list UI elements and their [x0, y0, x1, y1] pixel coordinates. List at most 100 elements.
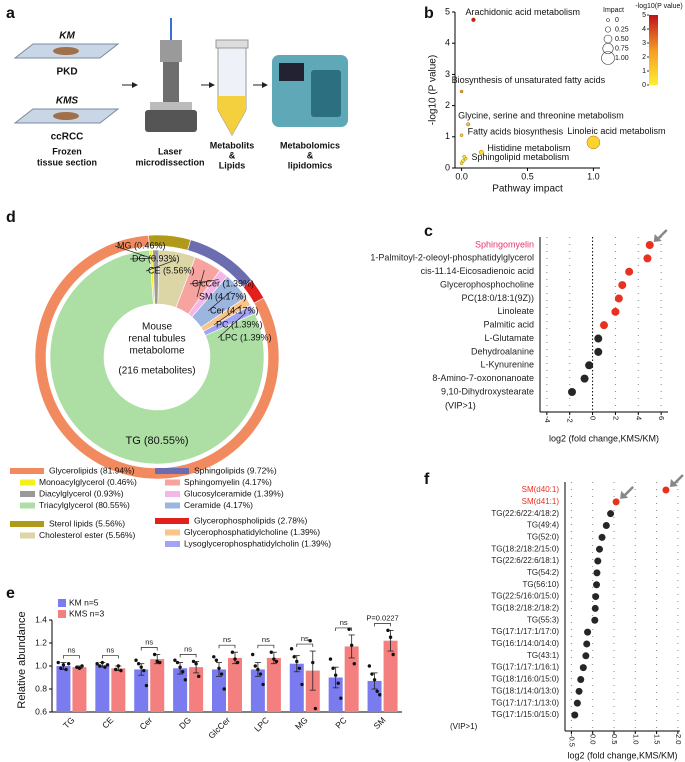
y-axis-label: -log10 (P value) [428, 55, 439, 125]
y-tick-label: 0 [445, 162, 450, 172]
arrow [623, 485, 634, 497]
legend-swatch [20, 532, 35, 539]
category-label: Glycerophosphocholine [440, 279, 534, 289]
dot [643, 254, 652, 263]
size-legend-mark [603, 34, 613, 44]
data-point [98, 664, 102, 668]
outer-slice [34, 234, 280, 480]
bar [212, 669, 226, 712]
legend-swatch [58, 599, 66, 607]
legend-label: Sphingomyelin (4.17%) [184, 477, 272, 487]
data-point [144, 683, 149, 688]
bar [305, 670, 320, 712]
data-point [272, 657, 276, 661]
category-label: SM(d40:1) [522, 485, 560, 494]
color-bar [649, 15, 658, 85]
dot [611, 307, 620, 316]
category-label: Linoleate [497, 306, 534, 316]
bar [72, 667, 87, 712]
dot [645, 241, 654, 249]
data-point [80, 664, 84, 668]
significance-bracket [179, 654, 197, 658]
size-legend-mark [604, 26, 612, 33]
step-label: microdissection [135, 157, 204, 167]
category-label: 8-Amino-7-oxononanoate [432, 373, 534, 383]
center-text: Mouse [142, 322, 172, 333]
data-point [116, 664, 121, 668]
legend-swatch [165, 541, 180, 547]
x-tick-label: 0.0 [455, 171, 468, 181]
step-label: Lipids [219, 160, 246, 170]
data-point [95, 662, 99, 666]
size-legend-mark [601, 51, 615, 65]
slice-label: TG (80.55%) [126, 435, 189, 447]
data-point [230, 650, 235, 654]
significance-label: P=0.0227 [366, 613, 398, 622]
data-point [139, 665, 143, 669]
bubble [462, 154, 467, 159]
category-label: TG(17:1/15:0/15:0) [491, 710, 559, 719]
dot [594, 557, 602, 565]
bar [228, 657, 242, 712]
y-tick-label: 5 [445, 6, 450, 16]
category-label: TG(22:6/22:4/18:2) [491, 509, 559, 518]
slice-label: DG (0.93%) [132, 253, 180, 263]
category-label: TG(18:1/14:0/13:0) [491, 686, 559, 695]
data-point [158, 660, 162, 665]
panel-label: d [6, 209, 16, 226]
data-point [378, 693, 382, 697]
y-tick-label: 1 [445, 131, 450, 141]
bar [289, 663, 304, 712]
x-tick-label: Cer [137, 715, 154, 732]
data-point [75, 665, 79, 669]
legend-label: KM n=5 [69, 597, 99, 607]
y-tick-label: 2 [445, 100, 450, 110]
microscope [160, 40, 182, 62]
panel-label: a [6, 5, 15, 22]
size-legend-label: 1.00 [615, 55, 629, 62]
donut-hole [104, 304, 210, 410]
slide-name: KM [59, 31, 75, 42]
data-point [300, 682, 304, 687]
category-label: L-Kynurenine [480, 360, 534, 370]
x-axis-label: Pathway impact [492, 184, 563, 195]
x-tick-label: 2 [611, 416, 620, 420]
step-label: tissue section [37, 157, 97, 167]
arrow [656, 229, 668, 240]
point-label: Fatty acids biosynthesis [468, 127, 564, 137]
dot [579, 664, 587, 672]
category-label: TG(17:1/17:1/13:0) [491, 698, 559, 707]
data-point [333, 673, 338, 677]
x-tick-label: 0.5 [521, 171, 534, 181]
dot [568, 388, 576, 396]
x-tick-label: -0.5 [567, 734, 576, 747]
bar [250, 669, 265, 712]
dot [614, 294, 623, 303]
data-point [173, 658, 177, 662]
data-point [103, 665, 107, 669]
significance-label: ns [145, 637, 153, 646]
data-point [311, 660, 315, 665]
dot [593, 569, 601, 577]
instrument-screen [279, 63, 304, 81]
y-tick-label: 4 [445, 38, 450, 48]
color-tick-label: 4 [642, 26, 646, 33]
significance-bracket [140, 647, 158, 651]
step-label: Metabolomics [280, 140, 340, 150]
data-point [183, 678, 188, 682]
significance-bracket [296, 643, 314, 648]
center-text: (216 metabolites) [118, 366, 195, 377]
legend-label: Diacylglycerol (0.93%) [39, 488, 124, 498]
panel-label: f [424, 471, 430, 488]
data-point [391, 652, 395, 657]
data-point [59, 666, 63, 670]
category-label: Sphingomyelin [475, 239, 534, 249]
y-tick-label: 0.6 [35, 706, 47, 716]
category-label: TG(17:1/17:1/17:0) [491, 627, 559, 636]
slice-label: CE (5.56%) [148, 265, 195, 275]
x-tick-label: 4 [634, 416, 643, 420]
data-point [386, 628, 390, 633]
dot [598, 533, 606, 541]
category-label: Dehydroalanine [471, 346, 534, 356]
data-point [352, 662, 356, 666]
